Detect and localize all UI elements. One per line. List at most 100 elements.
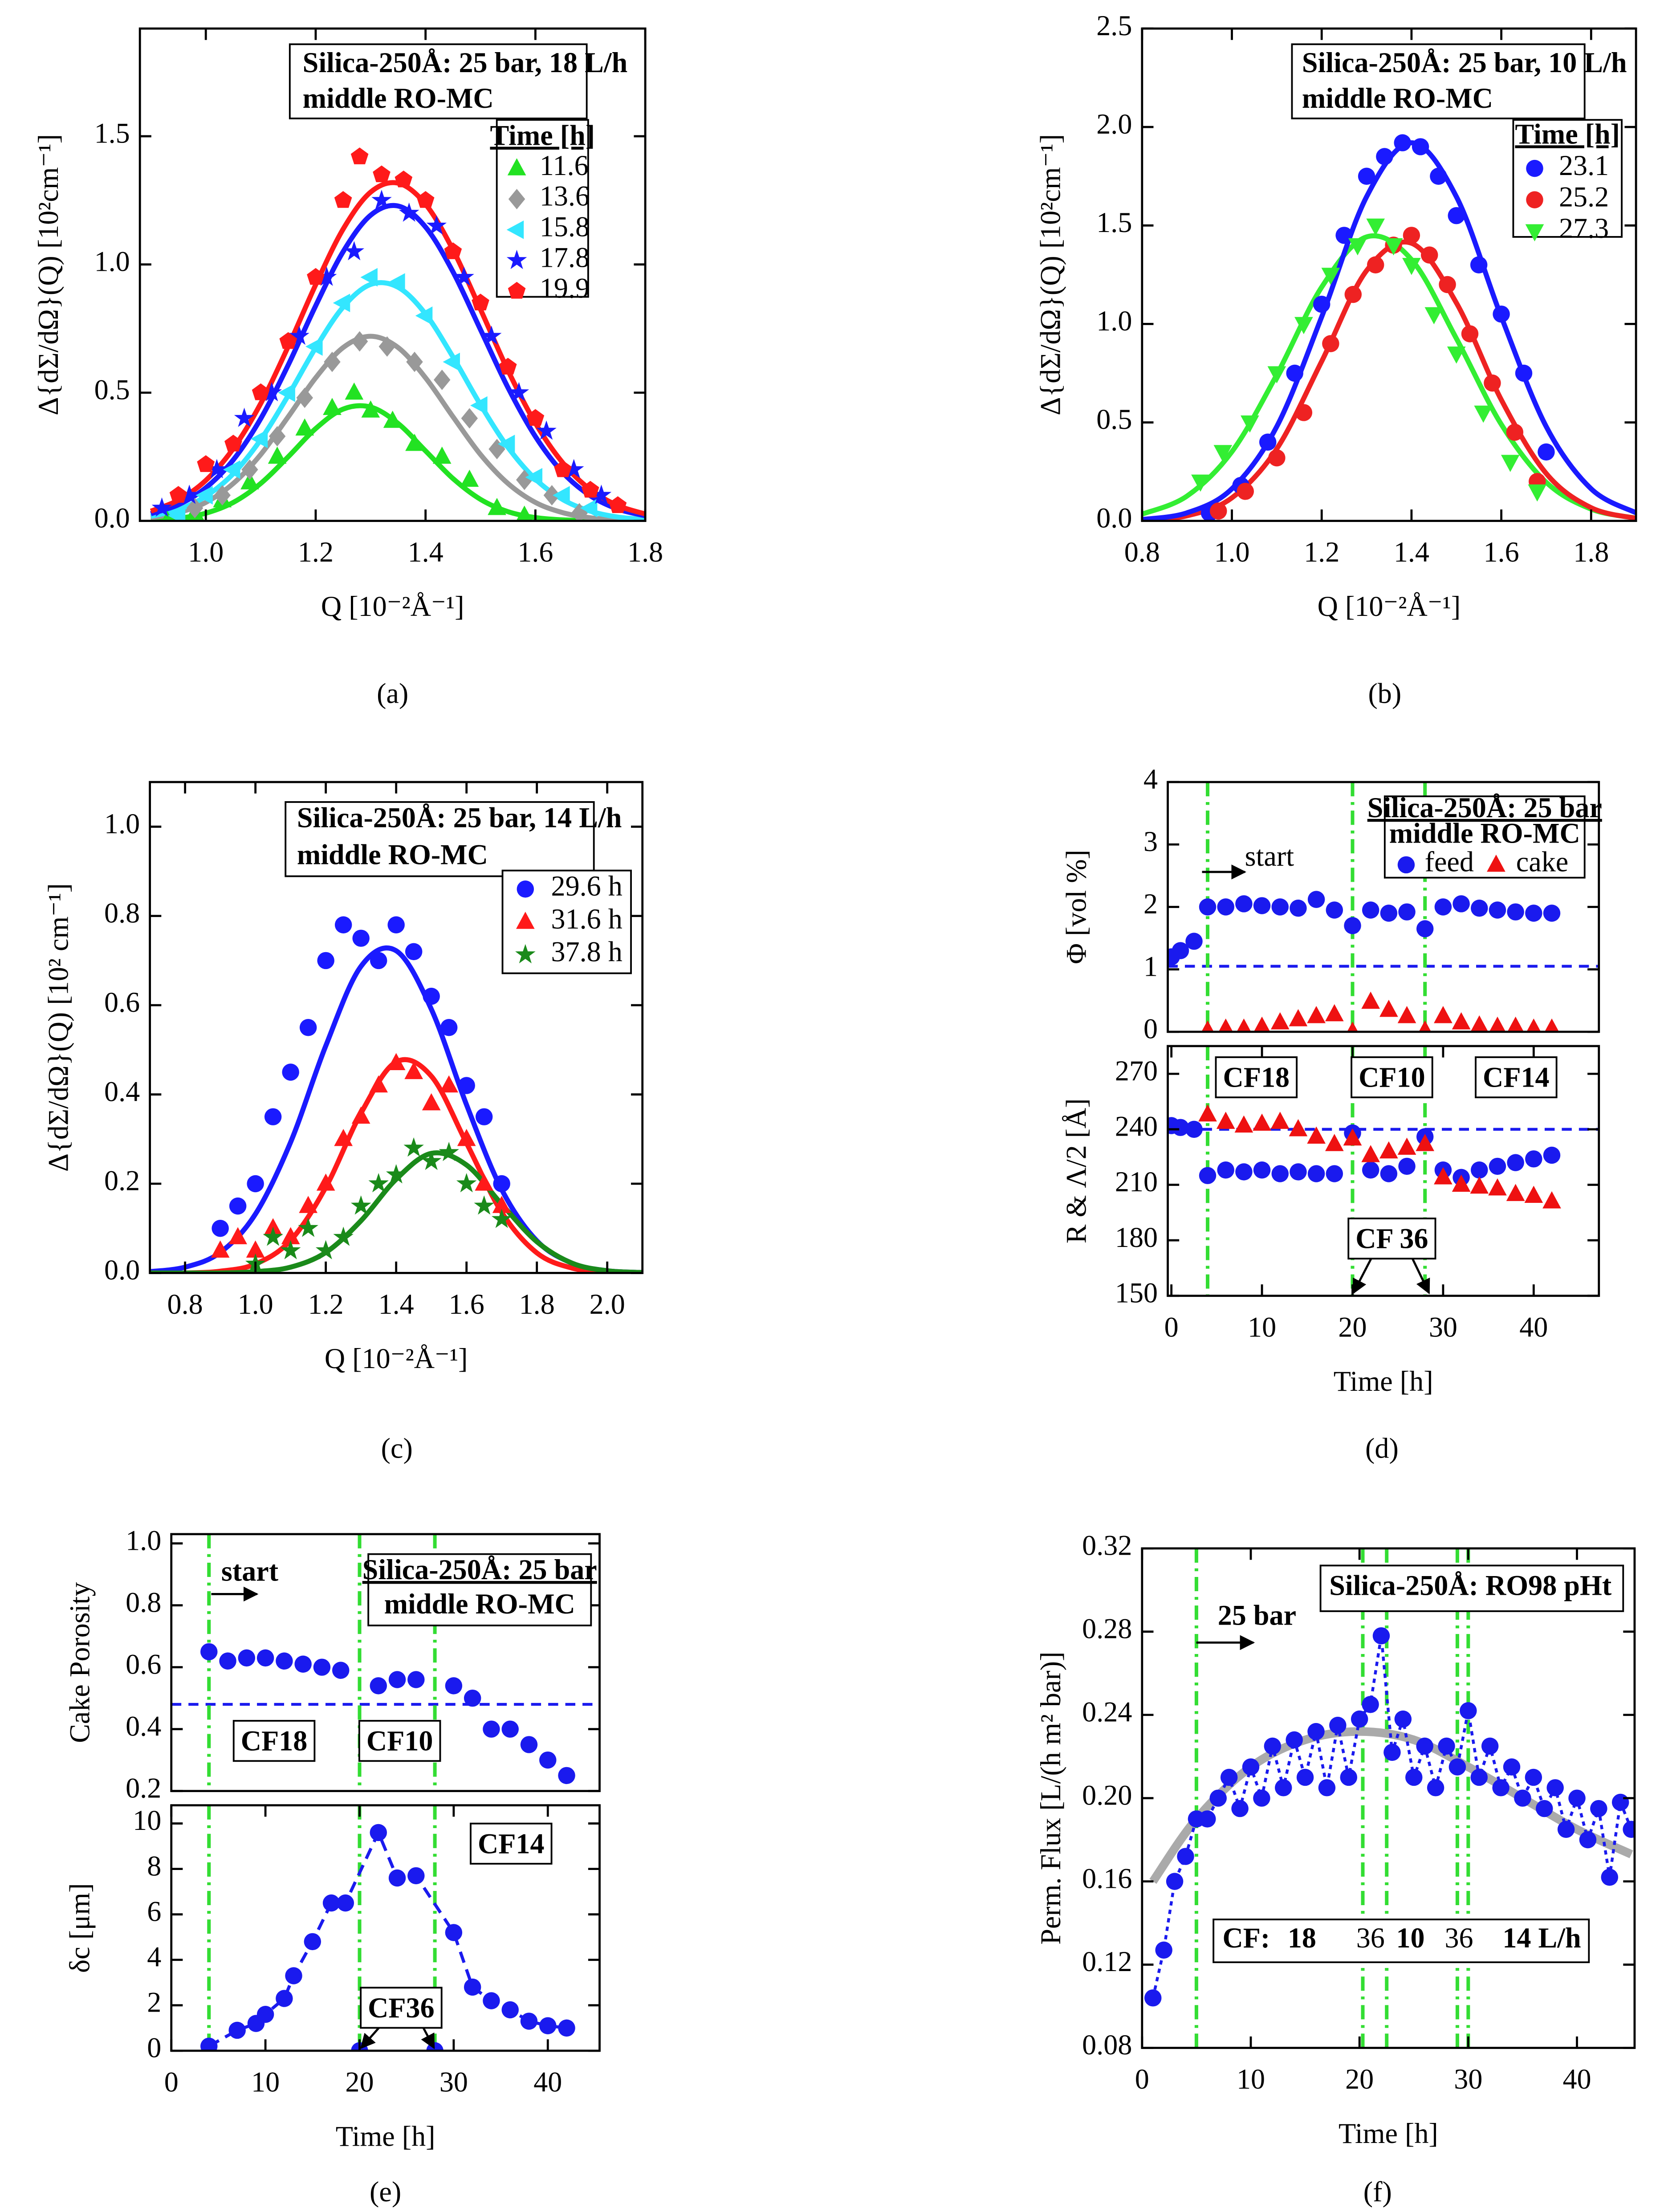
annotation: middle RO-MC [303, 82, 494, 114]
x-tick-label: 10 [251, 2066, 280, 2098]
arrow [1409, 1254, 1430, 1295]
marker [360, 268, 378, 287]
marker [369, 1075, 388, 1093]
marker [1271, 1165, 1289, 1182]
marker [333, 1226, 354, 1246]
marker [499, 358, 517, 375]
marker [1526, 1018, 1541, 1032]
marker [1155, 1941, 1172, 1959]
marker [470, 396, 488, 415]
y-tick-label: 270 [1115, 1055, 1158, 1087]
marker [345, 382, 364, 400]
y-tick-label: 10 [133, 1805, 161, 1836]
marker [387, 1053, 406, 1071]
annotation-box [1319, 1564, 1624, 1612]
annotation: CF36 [368, 1992, 435, 2024]
marker [279, 332, 297, 349]
x-tick-label: 0 [1135, 2063, 1149, 2095]
marker [305, 337, 323, 356]
annotation: CF10 [1359, 1062, 1425, 1093]
legend-marker [516, 912, 535, 929]
annotation: Silica-250Å: 25 bar, 18 L/h [303, 47, 628, 78]
marker [304, 1933, 321, 1951]
marker [580, 499, 598, 517]
legend-marker [508, 189, 525, 209]
legend-label: 37.8 h [551, 936, 623, 968]
annotation: CF18 [241, 1725, 308, 1757]
marker [1427, 1779, 1444, 1796]
marker [1270, 1012, 1290, 1030]
annotation: 14 L/h [1502, 1922, 1581, 1954]
annotation-box [289, 43, 588, 119]
y-tick-label: 2 [1143, 888, 1158, 920]
marker [475, 1173, 494, 1191]
marker [1290, 900, 1307, 917]
axes-frame [138, 27, 647, 522]
marker [1253, 897, 1271, 914]
marker [1460, 1702, 1477, 1719]
marker [1218, 1018, 1233, 1032]
annotation: middle RO-MC [1302, 82, 1493, 114]
marker [1420, 246, 1438, 264]
marker [491, 1209, 512, 1228]
marker [464, 1978, 481, 1996]
y-tick-label: 0.24 [1082, 1696, 1132, 1727]
marker [228, 2021, 246, 2039]
marker [333, 293, 350, 313]
legend-marker [1526, 191, 1543, 208]
marker [1525, 1768, 1542, 1786]
marker [1326, 901, 1343, 919]
marker [1471, 1161, 1488, 1179]
x-axis-label: Q [10⁻²Å⁻¹] [321, 591, 464, 622]
marker [352, 929, 370, 947]
x-tick-label: 1.6 [517, 536, 553, 568]
marker [1271, 898, 1289, 916]
marker [525, 468, 543, 487]
marker [1487, 855, 1505, 872]
marker [250, 429, 268, 448]
y-tick-label: 0.8 [104, 897, 140, 929]
marker [1335, 227, 1353, 244]
panel: 150 180 210 240 270 0 10 20 30 40 Time [h] R & Λ/2 … [1060, 1045, 1600, 1464]
marker [1177, 1848, 1194, 1865]
marker [299, 1019, 317, 1036]
marker [294, 1655, 312, 1673]
marker [493, 1175, 510, 1193]
marker [337, 1894, 354, 1912]
series-line [150, 203, 646, 518]
marker [1568, 1789, 1586, 1807]
marker [261, 382, 282, 402]
marker [1242, 1758, 1260, 1776]
x-tick-label: 10 [1248, 1311, 1276, 1343]
marker [1412, 138, 1429, 155]
marker [1424, 307, 1444, 325]
marker [539, 1751, 557, 1769]
marker [483, 1720, 500, 1738]
x-tick-label: 1.4 [1394, 536, 1429, 568]
y-tick-label: 1.0 [1096, 305, 1132, 337]
marker [501, 1720, 519, 1738]
x-tick-label: 1.8 [519, 1288, 555, 1320]
marker [445, 1677, 463, 1695]
marker [368, 1173, 389, 1193]
marker [1347, 1021, 1358, 1032]
marker [1313, 295, 1330, 313]
y-axis-label: Δ{dΣ/dΩ}(Q) [10²cm⁻¹] [1035, 134, 1066, 416]
y-tick-label: 2.0 [1096, 108, 1132, 140]
marker [169, 486, 187, 503]
marker [219, 1652, 236, 1670]
marker [313, 1658, 331, 1676]
marker [1358, 167, 1375, 185]
annotation-box [1215, 1056, 1298, 1099]
marker [1448, 1758, 1466, 1776]
marker [1397, 1006, 1416, 1023]
marker [488, 497, 506, 515]
marker [1470, 1176, 1489, 1194]
x-tick-label: 20 [1338, 1311, 1367, 1343]
marker [1506, 424, 1524, 441]
marker [252, 383, 270, 400]
plot-area [1142, 134, 1636, 521]
x-tick-label: 30 [439, 2066, 468, 2098]
y-tick-label: 0.5 [94, 374, 130, 405]
x-axis-label: Time [h] [1339, 2118, 1438, 2149]
